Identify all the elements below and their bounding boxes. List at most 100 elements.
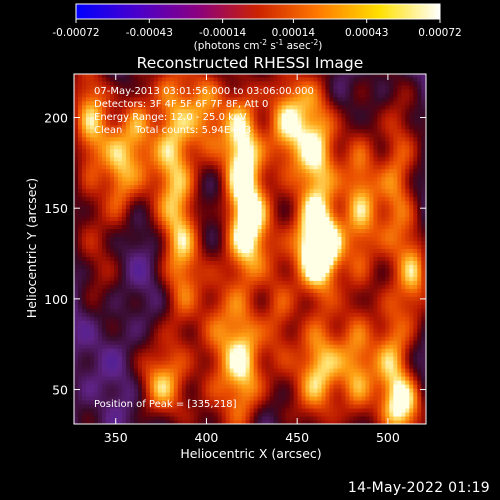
heatmap-cell [145,384,151,389]
heatmap-cell [321,400,326,405]
heatmap-cell [161,268,167,273]
heatmap-cell [369,244,374,249]
heatmap-cell [201,396,207,401]
heatmap-cell [265,220,271,226]
heatmap-cell [197,272,203,277]
heatmap-cell [117,268,123,273]
heatmap-cell [161,300,167,305]
heatmap-cell [109,316,115,321]
heatmap-cell [401,288,406,293]
heatmap-cell [129,372,135,377]
heatmap-cell [357,348,362,353]
heatmap-cell [209,416,215,421]
heatmap-cell [93,328,99,333]
heatmap-cell [77,228,83,233]
heatmap-cell [293,248,299,253]
heatmap-cell [305,308,311,313]
heatmap-cell [189,364,195,369]
heatmap-cell [157,388,163,393]
heatmap-cell [74,292,79,297]
heatmap-cell [201,288,207,293]
heatmap-cell [193,284,199,289]
heatmap-cell [329,272,334,277]
heatmap-cell [357,208,362,214]
heatmap-cell [209,332,215,337]
heatmap-cell [301,332,307,337]
heatmap-cell [74,348,79,353]
heatmap-cell [74,360,79,365]
heatmap-cell [221,352,227,357]
heatmap-cell [181,332,187,337]
heatmap-cell [225,272,231,277]
heatmap-cell [101,404,107,409]
heatmap-cell [221,240,227,245]
heatmap-cell [153,384,159,389]
heatmap-cell [141,376,147,381]
heatmap-cell [229,264,235,269]
heatmap-cell [373,352,378,357]
heatmap-cell [117,372,123,377]
heatmap-cell [257,308,263,313]
heatmap-cell [205,380,211,385]
heatmap-cell [393,360,398,365]
heatmap-cell [89,256,95,261]
heatmap-cell [209,360,215,365]
heatmap-cell [205,404,211,409]
heatmap-cell [301,264,307,269]
heatmap-cell [313,340,318,345]
heatmap-cell [101,340,107,345]
heatmap-cell [117,236,123,241]
heatmap-cell [409,228,414,233]
heatmap-cell [381,388,386,393]
heatmap-cell [293,292,299,297]
heatmap-cell [105,308,111,313]
heatmap-cell [269,276,275,281]
heatmap-cell [177,304,183,309]
heatmap-cell [249,308,255,313]
heatmap-cell [389,272,394,277]
heatmap-cell [365,276,370,281]
heatmap-cell [417,408,422,413]
heatmap-cell [385,244,390,249]
heatmap-cell [201,388,207,393]
heatmap-cell [125,308,131,313]
heatmap-cell [373,328,378,333]
heatmap-cell [217,276,223,281]
heatmap-cell [289,316,295,321]
heatmap-cell [157,296,163,301]
heatmap-cell [297,380,303,385]
heatmap-cell [213,316,219,321]
heatmap-cell [397,232,402,237]
heatmap-cell [225,324,231,329]
heatmap-cell [93,244,99,249]
heatmap-cell [177,296,183,301]
heatmap-cell [409,240,414,245]
heatmap-cell [89,264,95,269]
heatmap-cell [77,392,83,397]
heatmap-cell [125,244,131,249]
heatmap-cell [153,340,159,345]
heatmap-cell [373,260,378,265]
heatmap-cell [141,344,147,349]
heatmap-cell [405,256,410,261]
heatmap-cell [301,216,307,222]
heatmap-cell [289,308,295,313]
heatmap-cell [269,200,275,206]
heatmap-cell [385,332,390,337]
heatmap-cell [289,300,295,305]
heatmap-cell [89,224,95,230]
heatmap-cell [349,372,354,377]
heatmap-cell [317,380,322,385]
heatmap-cell [337,276,342,281]
heatmap-cell [105,216,111,222]
heatmap-cell [225,268,231,273]
heatmap-cell [285,388,291,393]
heatmap-cell [389,324,394,329]
heatmap-cell [189,264,195,269]
heatmap-cell [97,396,103,401]
heatmap-cell [321,224,326,230]
heatmap-cell [281,408,287,413]
heatmap-cell [109,292,115,297]
heatmap-cell [145,336,151,341]
heatmap-cell [201,392,207,397]
